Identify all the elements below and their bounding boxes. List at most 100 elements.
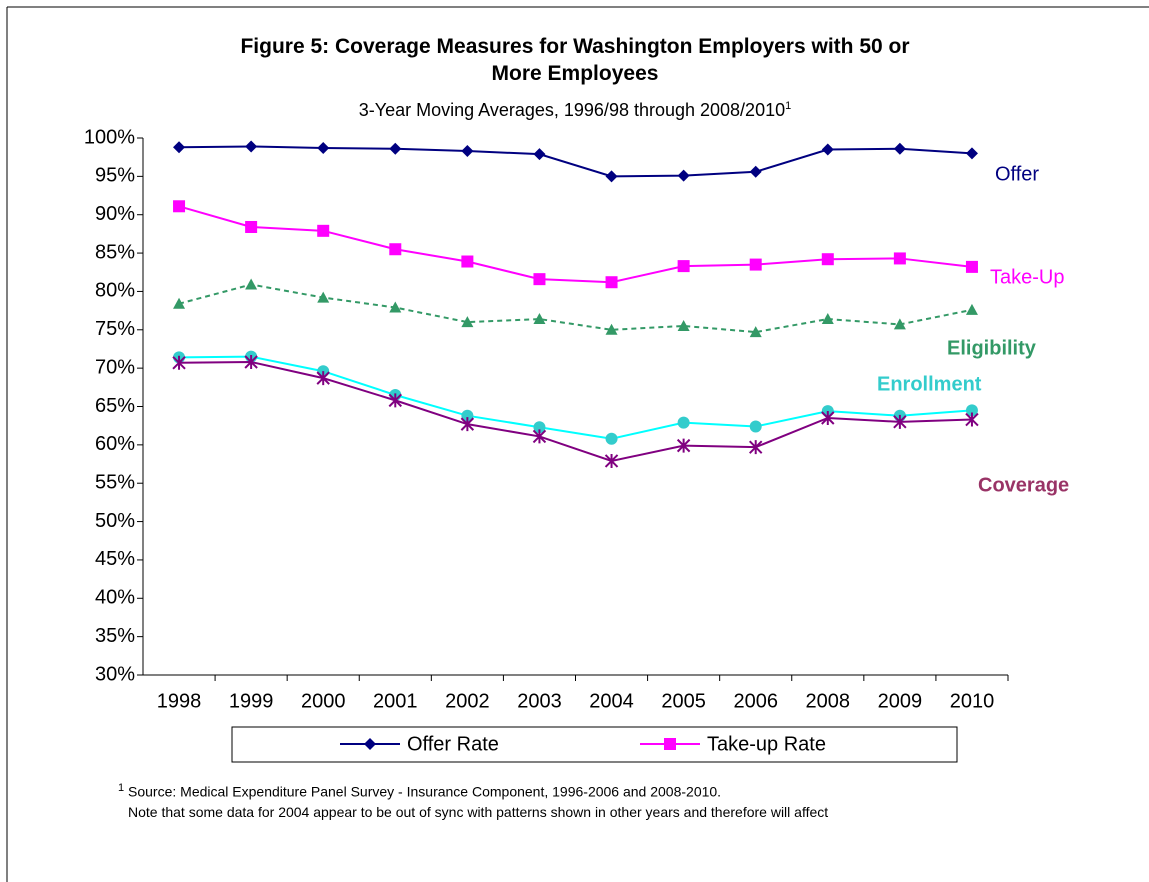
data-point	[173, 141, 186, 154]
x-tick-label: 2004	[589, 690, 634, 712]
data-point	[749, 258, 762, 271]
data-point	[821, 411, 835, 426]
data-point	[749, 326, 762, 338]
data-point	[893, 318, 906, 330]
data-point	[965, 412, 979, 427]
data-point	[533, 421, 546, 434]
y-tick-label: 95%	[95, 165, 135, 187]
y-tick-label: 90%	[95, 203, 135, 225]
data-point	[533, 273, 546, 286]
subtitle-text: 3-Year Moving Averages, 1996/98 through …	[358, 100, 786, 120]
data-point	[965, 404, 978, 417]
data-point	[389, 142, 402, 155]
series-line	[178, 205, 973, 284]
data-point	[821, 313, 834, 325]
y-tick-label: 85%	[95, 241, 135, 263]
data-point	[172, 355, 186, 370]
data-point	[821, 143, 834, 156]
data-point	[605, 170, 618, 183]
data-point	[461, 316, 474, 328]
series-line	[179, 145, 973, 178]
x-tick-label: 2010	[950, 690, 995, 712]
chart-title: Figure 5: Coverage Measures for Washingt…	[240, 35, 910, 85]
data-point	[893, 414, 907, 429]
chart-subtitle: 3-Year Moving Averages, 1996/98 through …	[200, 100, 950, 121]
data-point	[749, 420, 762, 433]
data-point	[749, 440, 763, 455]
x-tick-label: 2005	[661, 690, 706, 712]
data-point	[245, 278, 258, 290]
series-label: Offer	[995, 163, 1039, 185]
data-point	[893, 142, 906, 155]
subtitle-mark: 1	[785, 100, 792, 112]
data-point	[245, 140, 258, 153]
x-tick-label: 2009	[878, 690, 923, 712]
x-tick-label: 2006	[733, 690, 778, 712]
series-line	[179, 361, 972, 463]
data-point	[605, 432, 618, 445]
data-point	[677, 319, 690, 331]
data-point	[461, 255, 474, 268]
y-tick-label: 40%	[95, 587, 135, 609]
legend-label: Offer Rate	[407, 733, 499, 755]
series-line	[178, 283, 973, 334]
footnote: 1 Source: Medical Expenditure Panel Surv…	[118, 778, 828, 822]
x-tick-label: 2000	[301, 690, 346, 712]
legend-marker	[664, 738, 676, 750]
y-tick-label: 100%	[84, 126, 135, 148]
data-point	[316, 371, 330, 386]
y-tick-label: 65%	[95, 395, 135, 417]
data-point	[677, 260, 690, 273]
data-point	[965, 147, 978, 160]
y-tick-label: 70%	[95, 356, 135, 378]
data-point	[461, 409, 474, 422]
data-point	[677, 169, 690, 182]
y-tick-label: 30%	[95, 663, 135, 685]
series-label: Coverage	[978, 474, 1069, 496]
data-point	[245, 220, 258, 233]
data-point	[461, 145, 474, 158]
data-point	[676, 438, 691, 453]
footnote-line: Note that some data for 2004 appear to b…	[128, 803, 829, 820]
y-tick-label: 55%	[95, 471, 135, 493]
legend-label: Take-up Rate	[707, 733, 826, 755]
data-point	[965, 260, 978, 273]
data-point	[532, 429, 547, 444]
footnote-line: 1 Source: Medical Expenditure Panel Surv…	[118, 778, 828, 802]
series-line	[179, 355, 973, 440]
y-tick-label: 75%	[95, 318, 135, 340]
x-tick-label: 1998	[157, 690, 202, 712]
legend-marker	[364, 738, 376, 750]
data-point	[604, 453, 619, 468]
x-tick-label: 2008	[806, 690, 851, 712]
data-point	[460, 417, 475, 432]
data-point	[388, 393, 402, 408]
y-tick-label: 45%	[95, 548, 135, 570]
data-point	[317, 224, 330, 237]
data-point	[605, 276, 618, 289]
x-tick-label: 2002	[445, 690, 490, 712]
data-point	[173, 297, 186, 309]
data-point	[533, 148, 546, 161]
data-point	[317, 291, 330, 303]
data-point	[821, 253, 834, 266]
series-label: Enrollment	[877, 373, 982, 395]
data-point	[533, 313, 546, 325]
x-tick-label: 2001	[373, 690, 418, 712]
y-tick-label: 50%	[95, 510, 135, 532]
footnote-mark: 1	[118, 782, 125, 794]
data-point	[677, 416, 690, 429]
y-tick-label: 80%	[95, 280, 135, 302]
series-label: Eligibility	[947, 337, 1037, 359]
series-label: Take-Up	[990, 266, 1064, 288]
y-tick-label: 60%	[95, 433, 135, 455]
data-point	[893, 252, 906, 265]
footnote-text: Source: Medical Expenditure Panel Survey…	[128, 783, 722, 800]
y-tick-label: 35%	[95, 625, 135, 647]
data-point	[605, 323, 618, 335]
x-tick-label: 2003	[517, 690, 562, 712]
data-point	[173, 200, 186, 213]
data-point	[389, 301, 402, 313]
